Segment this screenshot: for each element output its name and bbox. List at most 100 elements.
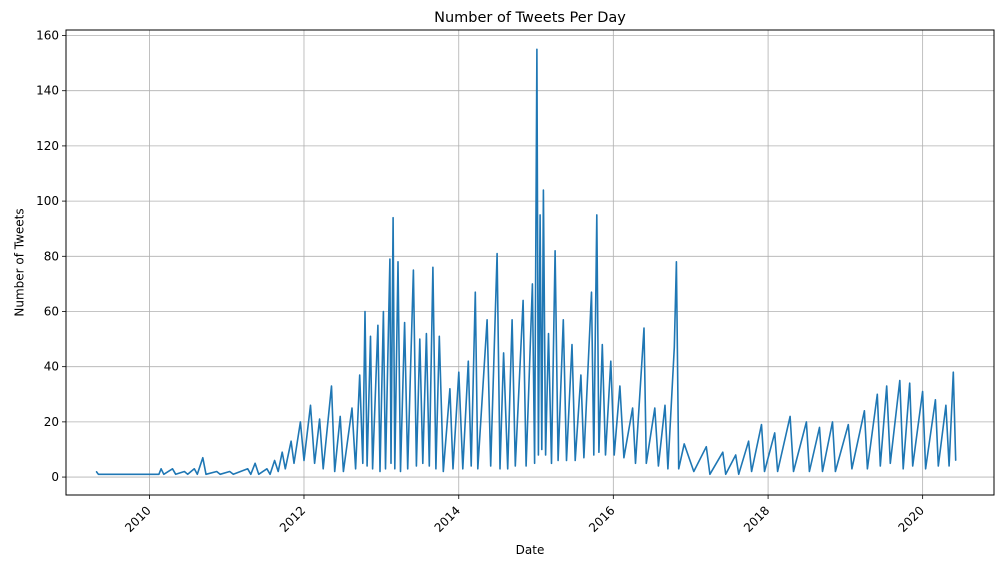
data-point	[496, 253, 498, 254]
y-tick-label: 160	[36, 29, 59, 43]
data-point	[385, 468, 386, 470]
data-point	[902, 468, 904, 470]
data-point	[379, 471, 381, 472]
data-point	[470, 465, 472, 467]
data-point	[922, 391, 924, 392]
data-point	[452, 468, 454, 470]
data-point	[912, 465, 914, 467]
data-point	[876, 393, 878, 395]
data-point	[536, 48, 538, 50]
data-point	[390, 462, 392, 464]
data-point	[847, 424, 849, 426]
data-point	[467, 360, 469, 362]
data-point	[678, 468, 680, 470]
data-point	[645, 462, 647, 464]
data-point	[705, 446, 707, 448]
data-point	[196, 473, 198, 475]
data-point	[254, 462, 256, 464]
data-point	[95, 471, 97, 472]
data-point	[725, 473, 727, 475]
data-point	[774, 432, 776, 434]
data-point	[673, 346, 675, 348]
y-tick-label: 140	[36, 84, 59, 98]
data-point	[777, 471, 779, 472]
data-point	[751, 471, 753, 472]
chart-title: Number of Tweets Per Day	[434, 10, 626, 26]
data-point	[531, 283, 533, 285]
data-point	[314, 462, 316, 464]
data-point	[303, 460, 305, 461]
data-point	[97, 473, 99, 475]
data-point	[808, 471, 810, 472]
data-point	[366, 465, 368, 467]
data-point	[863, 410, 865, 412]
data-point	[382, 311, 384, 312]
data-point	[247, 468, 249, 470]
data-point	[284, 468, 286, 470]
data-point	[554, 250, 556, 252]
data-point	[342, 471, 344, 472]
data-point	[583, 457, 585, 459]
data-point	[229, 471, 231, 472]
data-point	[486, 319, 488, 321]
data-point	[851, 468, 853, 470]
data-point	[129, 473, 131, 475]
x-axis-title: Date	[516, 543, 545, 557]
data-point	[889, 462, 891, 464]
x-tick-label: 2012	[277, 503, 308, 534]
data-point	[438, 335, 440, 337]
data-point	[886, 385, 888, 387]
data-point	[362, 462, 364, 464]
data-point	[545, 454, 547, 456]
data-point	[598, 451, 600, 453]
y-tick-label: 80	[44, 249, 59, 263]
plot-area-frame	[65, 29, 995, 496]
data-point	[657, 465, 659, 467]
data-point	[187, 473, 189, 475]
data-point	[748, 440, 750, 442]
data-point	[834, 471, 836, 472]
data-point	[322, 468, 324, 470]
data-point	[805, 421, 807, 423]
data-point	[551, 462, 552, 464]
data-point	[643, 327, 645, 329]
data-point	[370, 335, 371, 337]
data-point	[937, 465, 939, 467]
data-point	[955, 460, 957, 461]
data-point	[281, 451, 283, 453]
data-point	[158, 473, 160, 475]
data-point	[334, 471, 336, 472]
data-point	[557, 460, 559, 461]
x-tick-label: 2014	[432, 503, 463, 534]
data-point	[428, 465, 430, 467]
data-point	[580, 374, 582, 376]
data-point	[832, 421, 833, 423]
data-point	[490, 465, 492, 467]
data-point	[664, 404, 666, 406]
data-point	[274, 460, 276, 461]
data-point	[310, 404, 311, 406]
data-point	[879, 465, 881, 467]
data-point	[541, 449, 543, 450]
x-tick-label: 2018	[741, 503, 772, 534]
data-point	[623, 457, 625, 459]
y-tick-label: 120	[36, 139, 59, 153]
data-point	[534, 462, 536, 464]
data-point	[654, 407, 656, 409]
data-point	[474, 291, 476, 293]
data-point	[542, 189, 544, 191]
data-point	[425, 333, 427, 335]
data-point	[175, 473, 177, 475]
data-point	[613, 454, 615, 456]
data-point	[934, 399, 936, 401]
data-point	[499, 468, 501, 470]
data-point	[442, 471, 444, 472]
data-point	[574, 460, 576, 461]
data-point	[266, 468, 268, 470]
data-point	[351, 407, 353, 409]
data-point	[377, 324, 379, 326]
data-point	[359, 374, 361, 376]
data-point	[635, 462, 636, 464]
data-point	[160, 468, 162, 470]
